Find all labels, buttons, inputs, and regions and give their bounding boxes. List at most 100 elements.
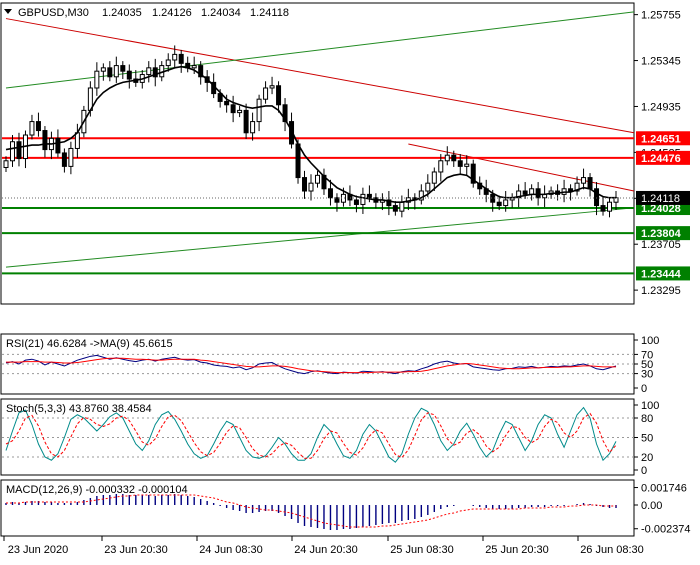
stoch-title: Stoch(5,3,3) 43.8760 38.4584	[6, 403, 152, 415]
axes: 1.257551.253451.249351.245251.241151.237…	[3, 10, 691, 556]
candle-body	[35, 121, 41, 132]
indicator-y-tick-label: 50	[641, 433, 653, 445]
indicator-y-tick-label: 0	[641, 383, 647, 395]
price-header-close: 1.24118	[250, 7, 289, 19]
price-header-symbol: GBPUSD,M30	[18, 7, 89, 19]
level-label-1: 1.24476	[641, 153, 681, 165]
candle-body	[594, 188, 600, 207]
macd-title: MACD(12,26,9) -0.000332 -0.000104	[6, 484, 188, 496]
macd-plot	[5, 494, 617, 530]
candle-body	[314, 174, 320, 184]
x-tick-label: 25 Jun 20:30	[485, 544, 549, 556]
candle-body	[425, 182, 431, 192]
candle-body	[178, 53, 184, 64]
candle-body	[308, 182, 314, 192]
candle-body	[198, 65, 204, 78]
level-label-2: 1.24028	[641, 203, 681, 215]
candle-body	[100, 67, 106, 72]
lower-green-channel-line	[5, 207, 635, 268]
candle-body	[68, 147, 74, 167]
level-label-0: 1.24651	[641, 133, 681, 145]
upper-red-trendline	[5, 18, 635, 134]
candle-body	[503, 199, 509, 207]
macd-y-tick-label: -0.002374	[641, 524, 691, 536]
candle-body	[243, 109, 249, 134]
candle-body	[464, 163, 470, 167]
moving-average-line	[5, 65, 616, 204]
candle-body	[165, 59, 171, 67]
level-label-3: 1.23804	[641, 228, 682, 240]
price-y-tick-label: 1.24935	[641, 101, 681, 113]
price-y-tick-label: 1.23295	[641, 285, 681, 297]
candle-body	[360, 193, 366, 205]
candle-body	[568, 188, 574, 192]
candle-body	[386, 199, 392, 207]
indicator-y-tick-label: 50	[641, 359, 653, 371]
candle-body	[574, 182, 580, 192]
candle-body	[61, 152, 67, 167]
candle-body	[152, 67, 158, 78]
candle-body	[9, 141, 15, 162]
candle-body	[302, 177, 308, 192]
price-y-tick-label: 1.23705	[641, 239, 681, 251]
candle-body	[191, 65, 197, 69]
indicator-y-tick-label: 20	[641, 452, 653, 464]
candle-body	[172, 53, 178, 61]
current-price-label: 1.24118	[641, 193, 680, 205]
level-label-4: 1.23444	[641, 268, 682, 280]
macd-y-tick-label: 0.001746	[641, 483, 687, 495]
candle-body	[256, 98, 262, 123]
macd-signal-line	[6, 494, 616, 528]
candle-body	[230, 104, 236, 114]
candle-body	[263, 87, 269, 100]
candle-body	[535, 188, 541, 199]
candle-body	[451, 154, 457, 162]
candle-body	[444, 154, 450, 162]
candle-body	[94, 70, 100, 89]
candle-body	[581, 177, 587, 184]
level-label-box	[636, 131, 690, 146]
x-tick-label: 24 Jun 20:30	[294, 544, 358, 556]
indicator-y-tick-label: 100	[641, 400, 659, 412]
indicator-y-tick-label: 80	[641, 413, 653, 425]
candle-body	[496, 201, 502, 207]
candle-body	[237, 109, 243, 114]
candle-body	[282, 104, 288, 123]
price-y-tick-label: 1.25755	[641, 10, 681, 22]
indicator-series-line	[5, 412, 617, 459]
price-plot	[2, 11, 635, 275]
candle-body	[587, 177, 593, 190]
indicator-y-tick-label: 100	[641, 335, 659, 347]
collapse-arrow-icon[interactable]	[4, 9, 12, 14]
price-y-tick-label: 1.25345	[641, 56, 681, 68]
x-tick-label: 24 Jun 08:30	[199, 544, 263, 556]
candle-body	[276, 85, 282, 106]
candle-body	[457, 160, 463, 167]
candle-body	[327, 188, 333, 199]
rsi-plot	[2, 353, 634, 375]
candle-body	[224, 100, 230, 106]
candle-body	[146, 67, 152, 76]
candle-body	[295, 143, 301, 179]
candle-body	[120, 65, 126, 72]
indicator-y-tick-label: 70	[641, 349, 653, 361]
price-panel-frame	[0, 2, 635, 305]
level-label-box	[636, 150, 690, 165]
level-label-box	[636, 266, 690, 281]
candle-body	[399, 201, 405, 212]
candle-body	[366, 193, 372, 199]
candle-body	[607, 201, 613, 212]
indicator-y-tick-label: 0	[641, 465, 647, 477]
candle-body	[3, 160, 9, 168]
candle-body	[600, 205, 606, 212]
price-header-open: 1.24035	[102, 7, 142, 19]
x-tick-label: 23 Jun 2020	[8, 544, 69, 556]
x-tick-label: 26 Jun 08:30	[580, 544, 644, 556]
stoch-plot	[2, 406, 634, 463]
macd-y-tick-label: 0.00	[641, 500, 662, 512]
indicator-y-tick-label: 30	[641, 369, 653, 381]
candle-body	[522, 190, 528, 195]
candle-body	[250, 121, 256, 134]
price-header-high: 1.24126	[152, 7, 192, 19]
